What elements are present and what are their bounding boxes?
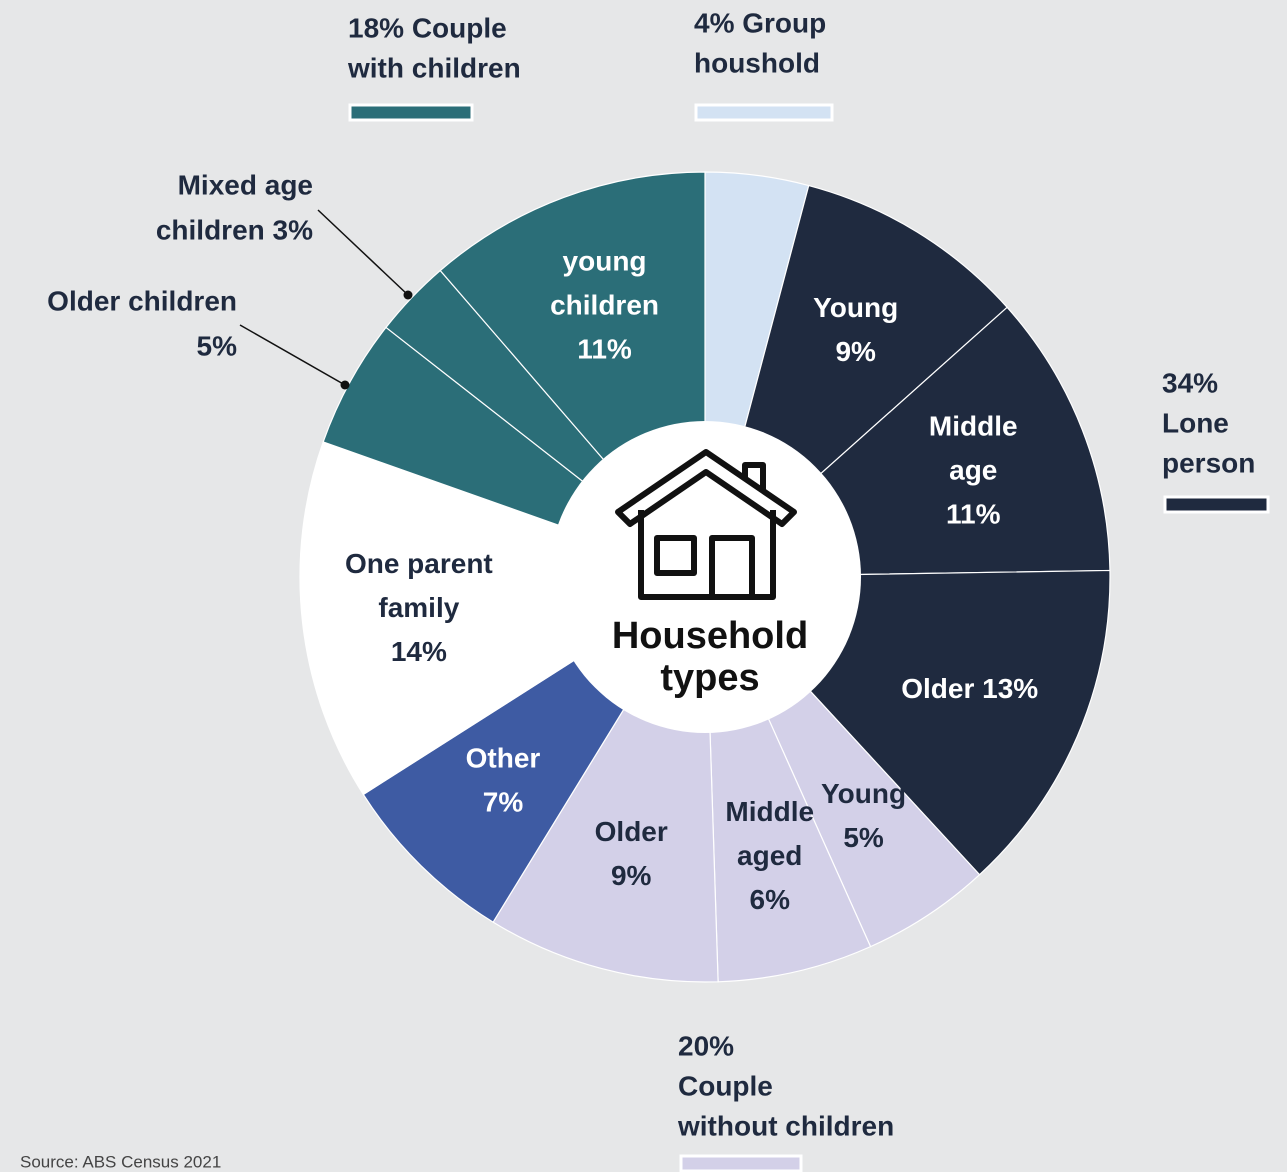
slice-label: young [563, 245, 647, 276]
house-icon [615, 449, 797, 600]
group-label: with children [347, 52, 521, 83]
group-label: without children [677, 1110, 894, 1141]
slice-label: 11% [946, 499, 1001, 530]
slice [299, 441, 707, 796]
group-label: Lone [1162, 407, 1229, 438]
center-label: types [660, 657, 759, 699]
slice-label: 5% [197, 330, 238, 361]
leader-line [239, 324, 346, 386]
leader-dot [340, 380, 350, 390]
slice-label: Older 13% [901, 673, 1038, 704]
slice-label: family [378, 592, 459, 623]
group-label: houshold [694, 47, 820, 78]
slice-label: Middle [929, 411, 1018, 442]
group-label: person [1162, 447, 1255, 478]
group-label: 34% [1162, 367, 1218, 398]
leader-dot [403, 290, 413, 300]
slice-label: One parent [345, 548, 493, 579]
slice-label: 5% [843, 822, 884, 853]
group-swatch [694, 103, 834, 122]
slice-label: children [550, 289, 659, 320]
slice-label: age [949, 455, 997, 486]
slice-label: Older [595, 816, 668, 847]
group-swatch [1163, 495, 1270, 514]
slice-label: 7% [483, 787, 524, 818]
slice-label: Mixed age [178, 169, 313, 200]
slice-label: 6% [750, 884, 791, 915]
slice-label: aged [737, 840, 802, 871]
slice-label: 14% [391, 636, 447, 667]
group-label: 18% Couple [348, 12, 507, 43]
slice-label: 9% [835, 336, 876, 367]
group-label: 20% [678, 1030, 734, 1061]
leader-line [317, 209, 409, 296]
center-hole [549, 421, 861, 733]
group-swatch [348, 103, 474, 122]
slice-label: children 3% [156, 214, 313, 245]
slice-label: Middle [725, 796, 814, 827]
source: Source: ABS Census 2021 [20, 1152, 221, 1171]
slice-label: Young [813, 292, 898, 323]
slice-label: Older children [47, 285, 237, 316]
group-label: 4% Group [694, 7, 826, 38]
group-swatch [679, 1154, 803, 1172]
center-label: Household [612, 615, 808, 657]
slice-label: 9% [611, 860, 652, 891]
slice-label: Other [466, 743, 541, 774]
group-label: Couple [678, 1070, 773, 1101]
slice-label: 11% [577, 333, 632, 364]
slice-label: Young [821, 778, 906, 809]
